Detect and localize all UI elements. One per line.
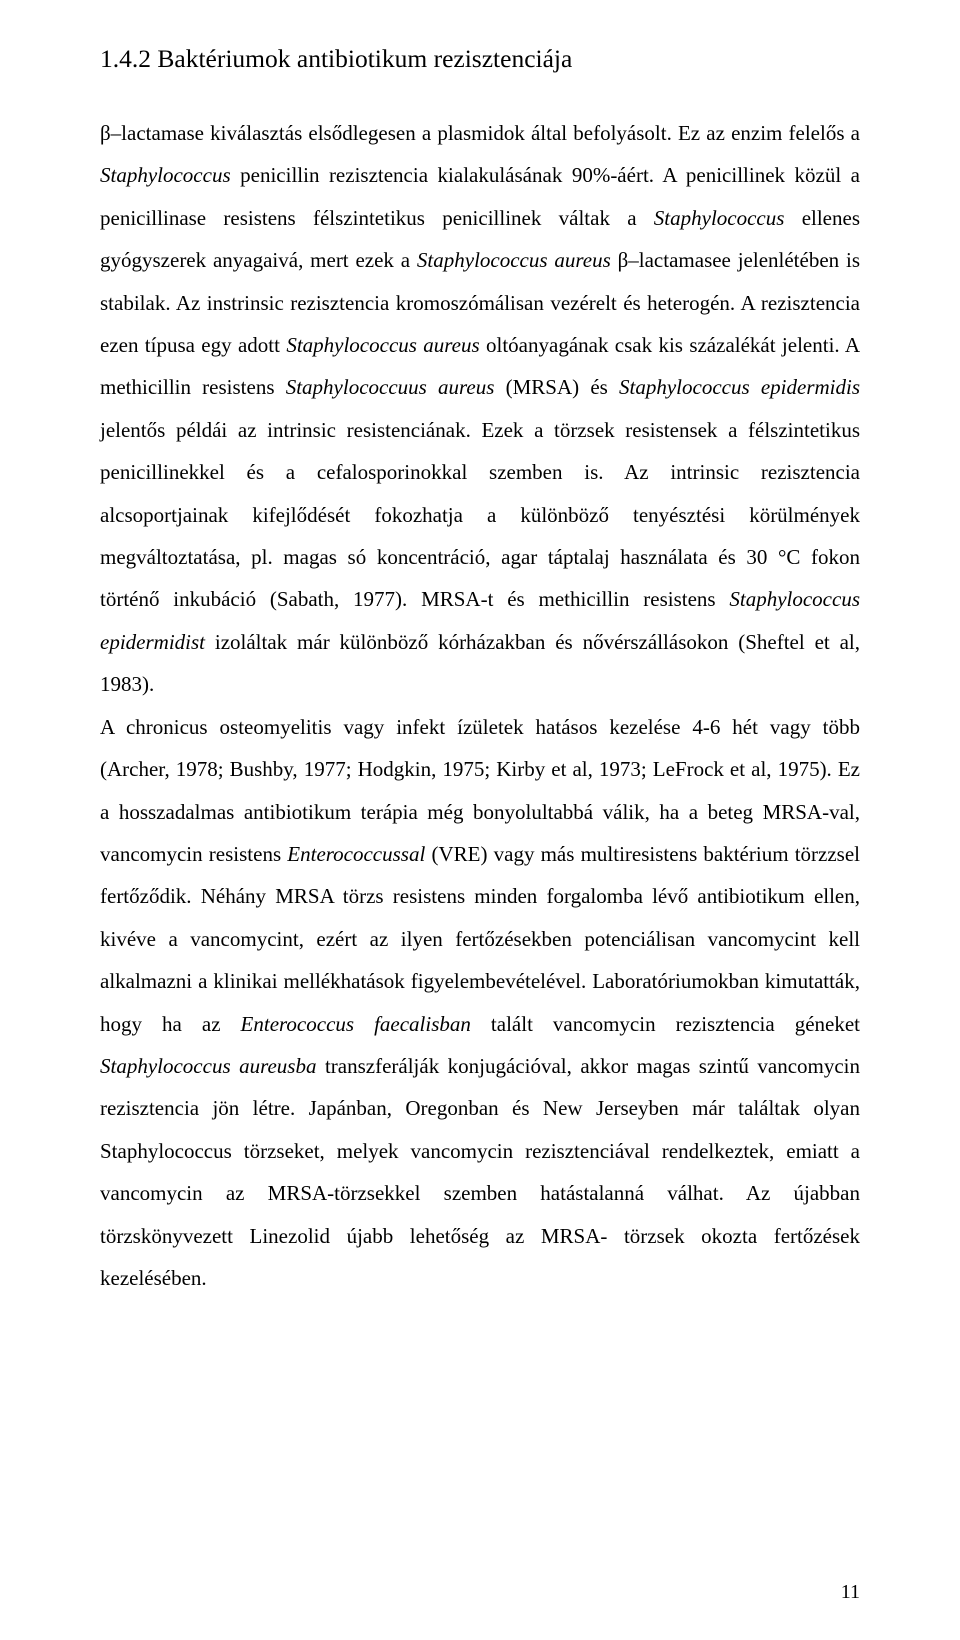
species-name: Staphylococcus xyxy=(100,163,231,187)
text-run: talált vancomycin rezisztencia géneket xyxy=(471,1012,860,1036)
text-run: izoláltak már különböző kórházakban és n… xyxy=(100,630,860,696)
species-name: Staphylococcus aureus xyxy=(417,248,611,272)
species-name: Staphylococcus aureus xyxy=(286,333,479,357)
species-name: Enterococcus faecalisban xyxy=(241,1012,471,1036)
species-name: Staphylococcus aureusba xyxy=(100,1054,316,1078)
text-run: jelentős példái az intrinsic resistenciá… xyxy=(100,418,860,612)
species-name: Staphylococcuus aureus xyxy=(286,375,495,399)
text-run: β–lactamase kiválasztás elsődlegesen a p… xyxy=(100,121,860,145)
text-run: transzferálják konjugációval, akkor maga… xyxy=(100,1054,860,1290)
page-number: 11 xyxy=(841,1581,860,1604)
species-name: Staphylococcus xyxy=(654,206,785,230)
text-run: (MRSA) és xyxy=(494,375,619,399)
section-heading: 1.4.2 Baktériumok antibiotikum reziszten… xyxy=(100,44,860,74)
text-run: (VRE) vagy más multiresistens baktérium … xyxy=(100,842,860,1036)
body-paragraph-2: A chronicus osteomyelitis vagy infekt íz… xyxy=(100,706,860,1300)
species-name: Staphylococcus epidermidis xyxy=(619,375,860,399)
body-paragraph-1: β–lactamase kiválasztás elsődlegesen a p… xyxy=(100,112,860,706)
species-name: Enterococcussal xyxy=(287,842,425,866)
